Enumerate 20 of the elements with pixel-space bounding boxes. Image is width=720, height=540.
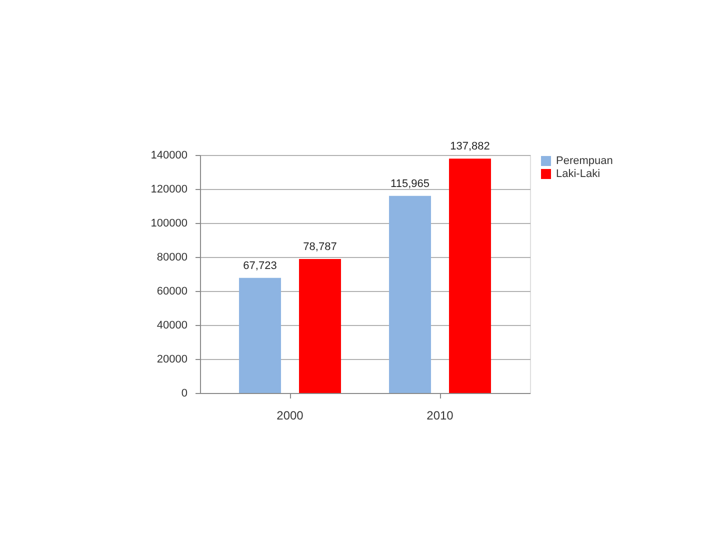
y-tick-label: 20000 (156, 354, 188, 366)
y-tick-label: 40000 (156, 320, 188, 332)
bar (239, 278, 281, 393)
data-label: 67,723 (243, 260, 277, 272)
y-tick-label: 140000 (150, 150, 188, 162)
y-tick-label: 80000 (156, 252, 188, 264)
y-tick-label: 60000 (156, 286, 188, 298)
y-tick-label: 100000 (150, 218, 188, 230)
bar (449, 158, 491, 393)
data-label: 115,965 (390, 178, 430, 190)
x-tick-label: 2000 (276, 408, 304, 422)
legend-label: Perempuan (556, 155, 613, 167)
y-tick-label: 120000 (150, 184, 188, 196)
data-label: 137,882 (450, 140, 490, 153)
y-tick-label: 0 (181, 388, 188, 400)
bar (299, 259, 341, 393)
x-tick-label: 2010 (426, 408, 454, 422)
bar (389, 196, 431, 393)
data-label: 78,787 (303, 241, 337, 254)
legend-label: Laki-Laki (556, 168, 600, 180)
